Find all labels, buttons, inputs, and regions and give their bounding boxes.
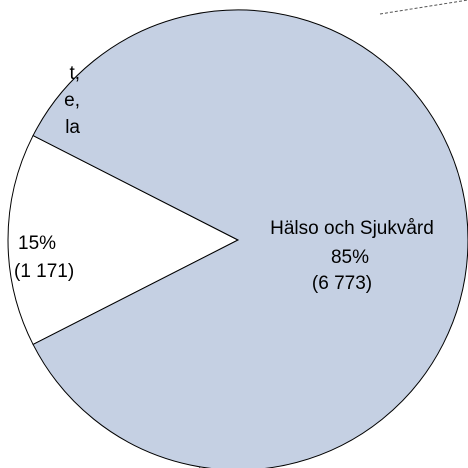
slice-count: (1 171) (14, 261, 74, 282)
cropped-label: t, (69, 63, 80, 84)
cropped-label: e, (64, 90, 80, 111)
cropped-label: la (65, 117, 80, 138)
slice-count: (6 773) (312, 273, 372, 294)
slice-name: Hälso och Sjukvård (270, 218, 434, 239)
slice-percent: 85% (331, 247, 369, 268)
pie-slice (7, 134, 240, 346)
leader-line (379, 0, 468, 15)
slice-percent: 15% (18, 233, 56, 254)
